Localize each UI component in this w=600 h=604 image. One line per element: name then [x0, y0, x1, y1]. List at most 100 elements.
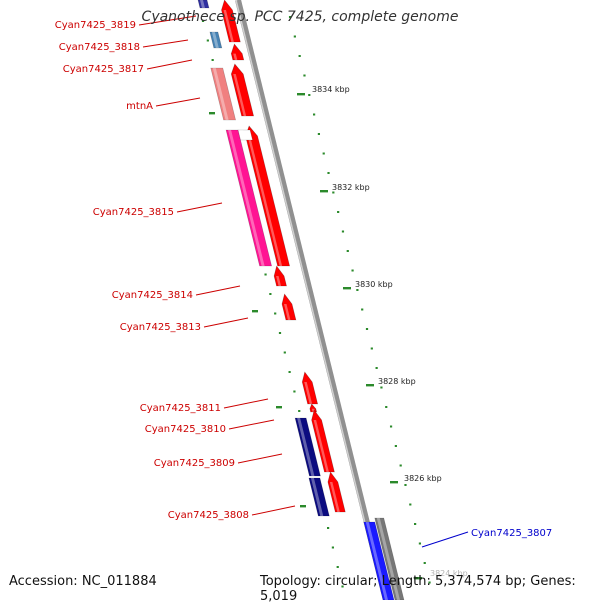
tick-dot-outer [399, 464, 402, 467]
tick-dot-outer [428, 581, 431, 584]
gene-cyan7425-3810 [311, 409, 335, 473]
tick-minor [252, 310, 258, 313]
gene-gap-sheen [240, 130, 246, 140]
gene-navy-3808-sheen [310, 478, 324, 516]
tick-dot-inner [206, 39, 209, 42]
gene-cyan7425-3807-sheen [365, 522, 388, 600]
genome-backbone [235, 0, 389, 600]
tick-major [390, 481, 398, 484]
gene-label-cyan7425-3807[interactable]: Cyan7425_3807 [471, 528, 552, 539]
tick-dot-outer [356, 289, 359, 291]
tick-dot-outer [346, 250, 349, 252]
gene-cyan7425-3814-sheen [276, 276, 282, 286]
tick-dot-inner [211, 59, 214, 61]
gene-pink-3815-sheen [228, 130, 265, 266]
kbp-label: 3826 kbp [404, 474, 442, 483]
gene-gap [237, 129, 253, 141]
tick-dot-inner [269, 293, 272, 295]
gene-label-cyan7425-3811[interactable]: Cyan7425_3811 [140, 403, 221, 414]
leader-line [138, 15, 197, 26]
tick-dot-inner [283, 351, 286, 354]
tick-dot-inner [326, 527, 330, 529]
gene-label-mtna[interactable]: mtnA [126, 101, 153, 112]
tick-minor [276, 406, 282, 409]
tick-dot-inner [264, 273, 267, 276]
kbp-label: 3832 kbp [332, 183, 370, 192]
gene-gray-3807b-sheen [376, 518, 400, 600]
tick-major [297, 93, 305, 96]
tick-dot-outer [394, 445, 397, 447]
gene-mtna [210, 67, 236, 121]
leader-line [237, 453, 283, 464]
tick-major [366, 384, 374, 387]
gene-cyan7425-3815-sheen [247, 136, 283, 266]
tick-dot-outer [375, 367, 378, 369]
gene-cyan7425-3817-sheen [233, 74, 247, 116]
gene-label-cyan7425-3817[interactable]: Cyan7425_3817 [63, 64, 144, 75]
gene-cyan7425-3810-sheen [313, 420, 329, 472]
tick-dot-outer [361, 308, 364, 311]
gene-label-cyan7425-3808[interactable]: Cyan7425_3808 [168, 510, 249, 521]
tick-minor [300, 505, 306, 508]
tick-dot-outer [370, 347, 373, 350]
tick-dot-outer [322, 152, 325, 155]
leader-line [421, 531, 469, 548]
genome-title: Cyanothece sp. PCC 7425, complete genome [141, 9, 459, 25]
tick-dot-outer [351, 269, 354, 272]
gene-cyan7425-3819-sheen [223, 10, 234, 42]
tick-dot-inner [298, 410, 301, 412]
tick-dot-inner [336, 566, 339, 568]
gene-label-cyan7425-3815[interactable]: Cyan7425_3815 [93, 207, 174, 218]
gene-inner-top-sheen [200, 0, 205, 8]
gene-mtna-sheen [212, 68, 229, 120]
tick-dot-inner [341, 585, 344, 588]
gene-cyan7425-3810a [309, 403, 318, 413]
tick-dot-inner [331, 546, 335, 549]
gene-cyan7425-3819 [221, 0, 241, 43]
tick-dot-outer [365, 328, 369, 330]
leader-line [203, 317, 249, 328]
tick-major [343, 287, 351, 290]
tick-dot-inner [293, 390, 296, 393]
tick-dot-outer [312, 113, 316, 116]
gene-label-cyan7425-3813[interactable]: Cyan7425_3813 [120, 322, 201, 333]
gene-label-cyan7425-3819[interactable]: Cyan7425_3819 [55, 20, 136, 31]
tick-dot-outer [389, 425, 393, 428]
tick-dot-inner [288, 371, 291, 373]
leader-line [146, 59, 193, 70]
tick-marks [201, 16, 431, 588]
gene-label-cyan7425-3809[interactable]: Cyan7425_3809 [154, 458, 235, 469]
tick-dot-outer [414, 523, 417, 525]
tick-dot-outer [385, 406, 388, 408]
label-leader-lines [138, 15, 469, 548]
gene-label-cyan7425-3810[interactable]: Cyan7425_3810 [145, 424, 226, 435]
gene-cyan7425-3818 [230, 43, 245, 61]
tick-dot-outer [298, 55, 301, 57]
gene-cyan7425-3814 [273, 265, 287, 287]
leader-line [176, 202, 223, 213]
gene-cyan7425-3815 [245, 125, 290, 267]
gene-cyan7425-3811-sheen [304, 382, 313, 404]
gene-steel-top [209, 31, 223, 49]
kbp-label: 3824 kbp [430, 569, 468, 578]
kbp-label: 3828 kbp [378, 377, 416, 386]
accession-text: Accession: NC_011884 [9, 574, 157, 589]
leader-line [228, 419, 275, 430]
gene-label-cyan7425-3814[interactable]: Cyan7425_3814 [112, 290, 193, 301]
tick-dot-outer [418, 542, 422, 545]
leader-line [155, 97, 201, 107]
gene-cyan7425-3808-sheen [329, 482, 340, 512]
gene-features [197, 0, 405, 600]
gene-navy-3809-sheen [297, 418, 315, 476]
tick-dot-outer [380, 386, 383, 389]
tick-dot-inner [278, 332, 282, 334]
genome-backbone-highlight [235, 0, 385, 600]
tick-dot-inner [274, 312, 277, 315]
gene-gray-3807b [374, 517, 405, 600]
tick-dot-outer [317, 133, 321, 135]
gene-label-cyan7425-3818[interactable]: Cyan7425_3818 [59, 42, 140, 53]
tick-dot-inner [201, 20, 205, 22]
gene-inner-top [197, 0, 210, 9]
leader-line [195, 285, 241, 296]
